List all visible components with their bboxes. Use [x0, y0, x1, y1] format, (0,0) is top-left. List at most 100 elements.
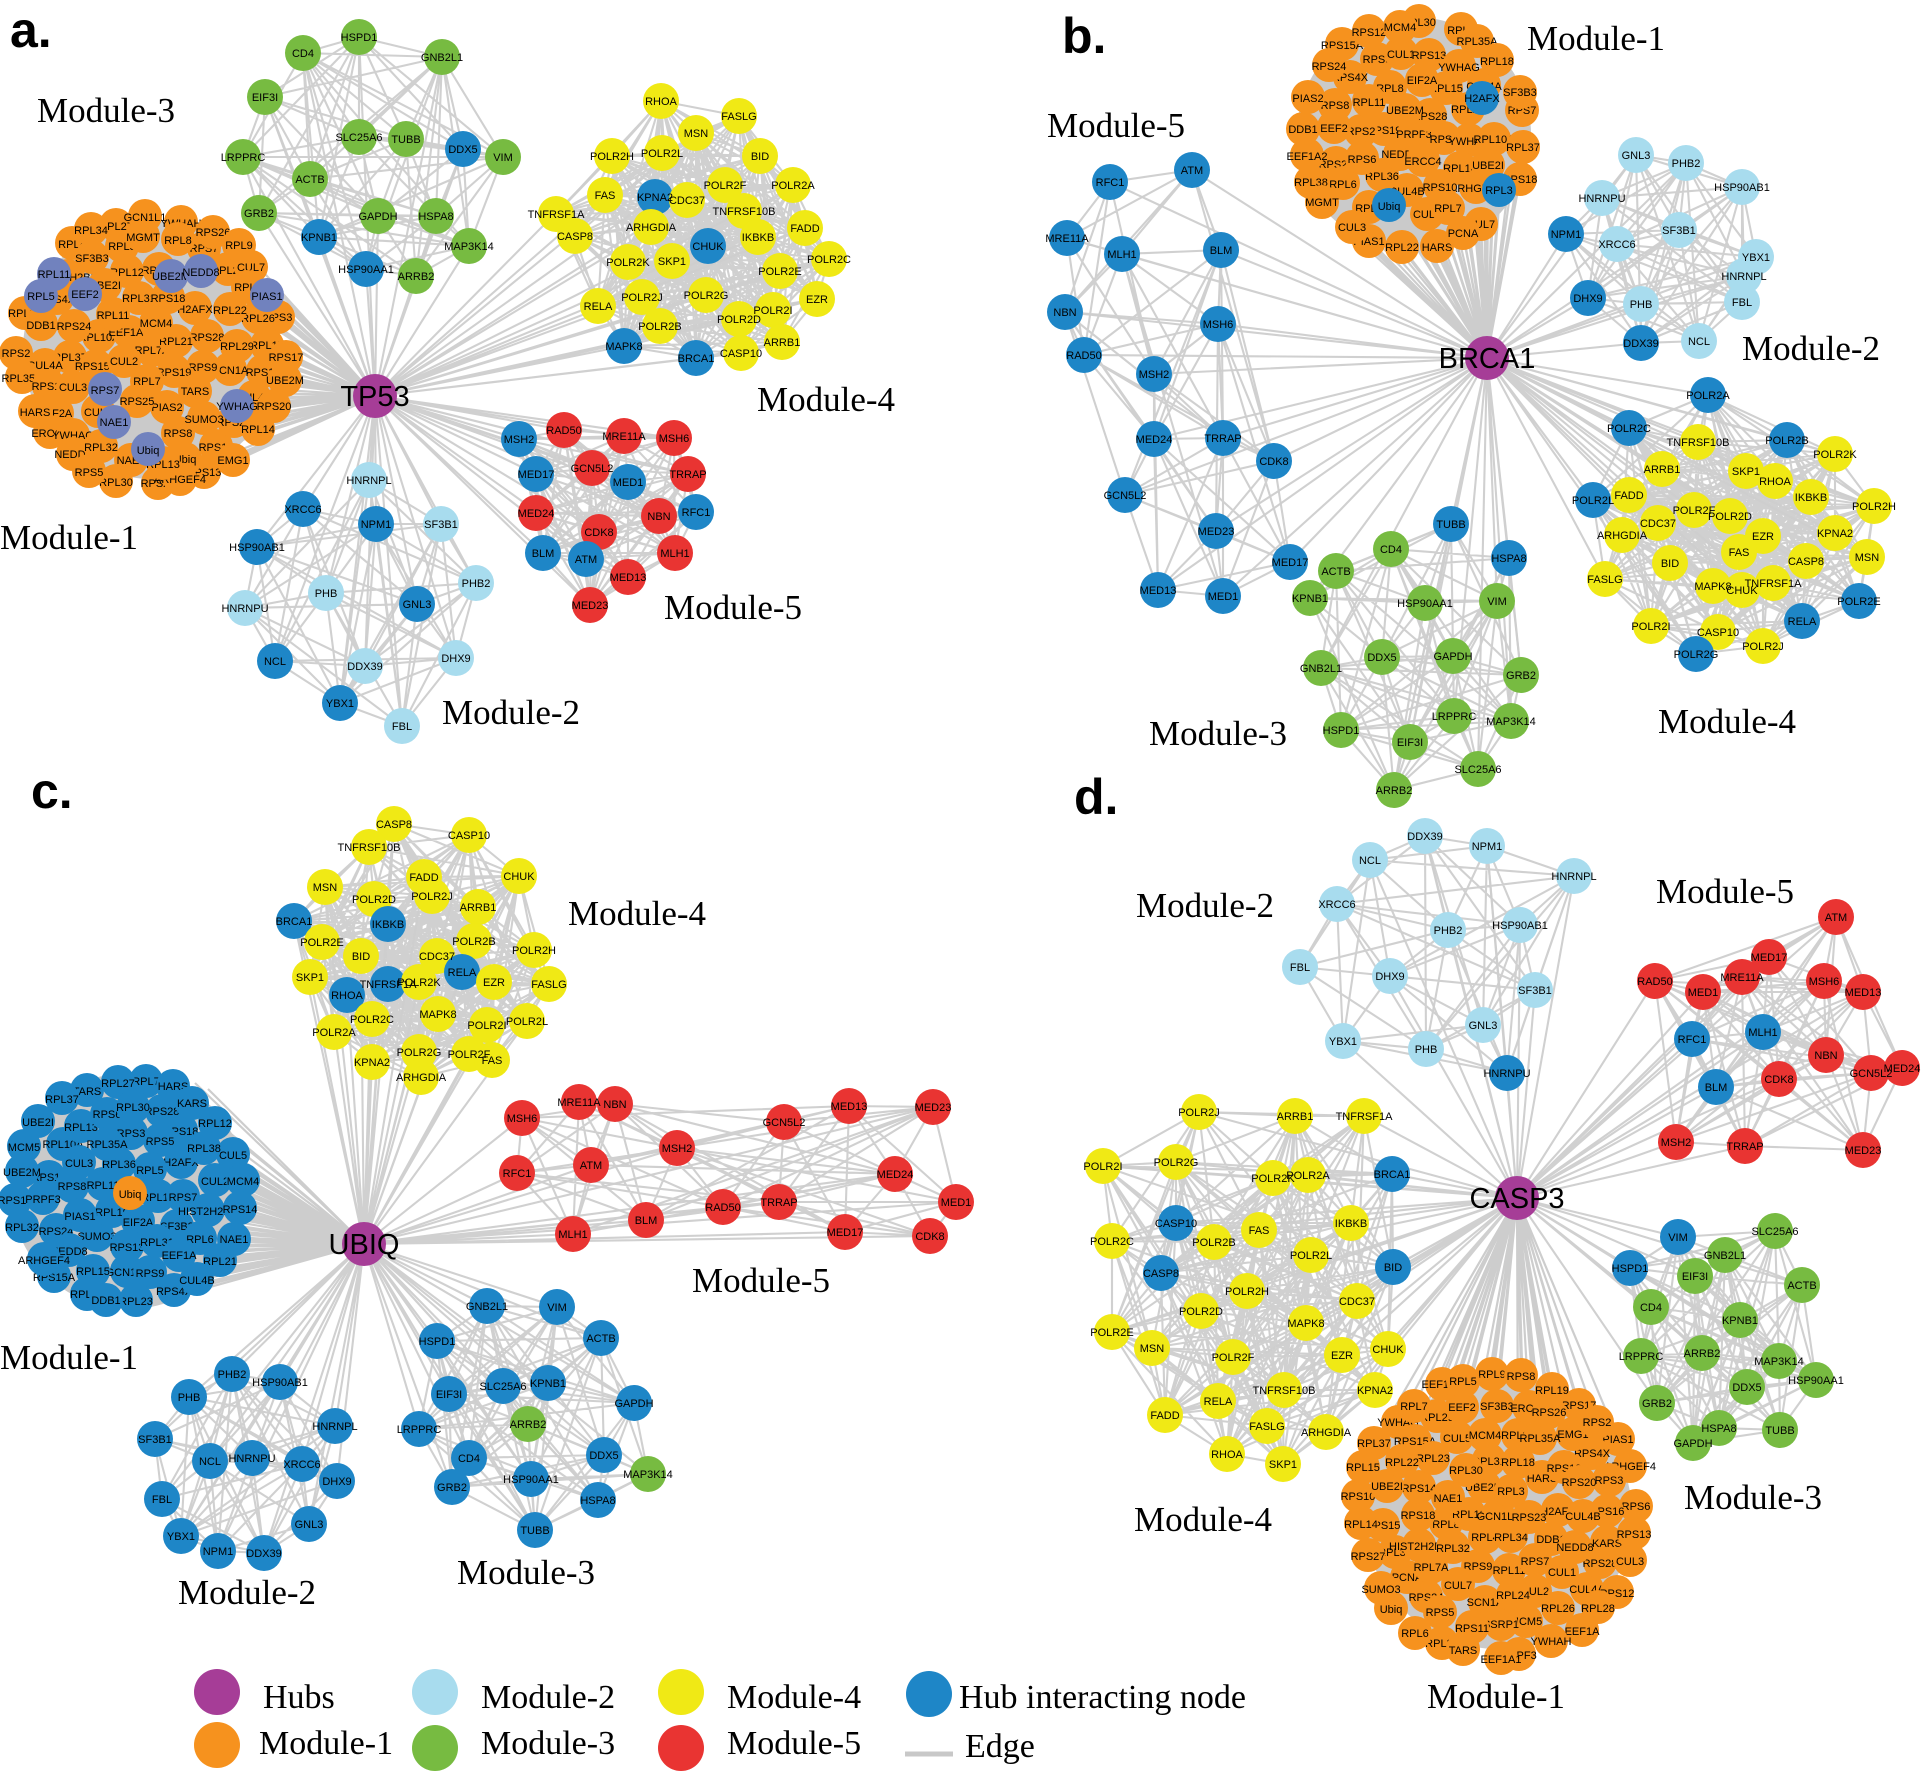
svg-text:GCN5L2: GCN5L2	[1850, 1068, 1893, 1080]
svg-text:RPL35A: RPL35A	[1520, 1433, 1562, 1445]
svg-text:CDC37: CDC37	[669, 195, 705, 207]
svg-text:MGMT: MGMT	[126, 232, 160, 244]
svg-text:HSP90AB1: HSP90AB1	[1492, 920, 1548, 932]
svg-text:LRPPRC: LRPPRC	[1432, 711, 1477, 723]
svg-text:RPS3: RPS3	[1595, 1475, 1624, 1487]
svg-text:HSPD1: HSPD1	[1612, 1263, 1649, 1275]
svg-text:PRPF3: PRPF3	[25, 1194, 60, 1206]
svg-text:BID: BID	[751, 151, 769, 163]
svg-text:Module-3: Module-3	[457, 1553, 595, 1592]
svg-text:RPS24: RPS24	[57, 321, 92, 333]
svg-text:TRRAP: TRRAP	[669, 469, 706, 481]
svg-text:MED13: MED13	[1140, 585, 1177, 597]
svg-text:DDX39: DDX39	[1407, 831, 1442, 843]
svg-text:RPS19: RPS19	[0, 1195, 32, 1207]
svg-text:TNFRSF1A: TNFRSF1A	[360, 979, 418, 991]
svg-text:POLR2C: POLR2C	[807, 254, 851, 266]
svg-text:UBE2M: UBE2M	[1386, 105, 1424, 117]
svg-text:ARRB2: ARRB2	[510, 1419, 547, 1431]
svg-text:RPL10A: RPL10A	[1474, 134, 1516, 146]
svg-text:HNRNPU: HNRNPU	[1578, 193, 1625, 205]
svg-text:RPS8: RPS8	[164, 428, 193, 440]
svg-text:DDX5: DDX5	[1367, 652, 1396, 664]
svg-text:HIST2H2BE: HIST2H2BE	[178, 1206, 238, 1218]
svg-text:Module-5: Module-5	[1656, 872, 1794, 911]
svg-text:CDC37: CDC37	[1640, 518, 1676, 530]
svg-text:KPNB1: KPNB1	[1292, 593, 1328, 605]
svg-text:RPS13: RPS13	[110, 1242, 145, 1254]
svg-text:MAPK8: MAPK8	[1694, 581, 1731, 593]
svg-text:GAPDH: GAPDH	[1673, 1438, 1712, 1450]
svg-text:VIM: VIM	[1487, 596, 1507, 608]
svg-text:UBIQ: UBIQ	[329, 1229, 400, 1261]
svg-text:RPL4: RPL4	[1471, 1532, 1499, 1544]
svg-text:PCNA: PCNA	[1392, 1572, 1423, 1584]
svg-text:RPL38: RPL38	[187, 1143, 221, 1155]
svg-text:RPL30: RPL30	[116, 1102, 150, 1114]
svg-text:CDC37: CDC37	[419, 951, 455, 963]
svg-text:FBL: FBL	[152, 1494, 172, 1506]
svg-text:CUL1: CUL1	[1548, 1567, 1576, 1579]
svg-text:DDB1: DDB1	[1536, 1534, 1565, 1546]
svg-text:EEF1A2: EEF1A2	[1287, 151, 1328, 163]
svg-text:RPL3: RPL3	[1497, 1486, 1525, 1498]
svg-text:CASP8: CASP8	[1143, 1268, 1179, 1280]
svg-text:XRCC6: XRCC6	[284, 504, 321, 516]
svg-text:YWHAH: YWHAH	[1531, 1636, 1572, 1648]
svg-text:UBE2M: UBE2M	[152, 271, 190, 283]
svg-text:TARS: TARS	[73, 1086, 102, 1098]
svg-text:GCN5L2: GCN5L2	[571, 463, 614, 475]
svg-text:FAS: FAS	[1729, 547, 1750, 559]
svg-text:RPL32: RPL32	[84, 442, 118, 454]
svg-text:RPL29: RPL29	[220, 341, 254, 353]
svg-text:ACTB: ACTB	[1787, 1280, 1816, 1292]
svg-text:RPS18: RPS18	[151, 293, 186, 305]
svg-text:NPM1: NPM1	[1472, 841, 1503, 853]
svg-text:RHOA: RHOA	[645, 96, 677, 108]
svg-text:GRB2: GRB2	[1506, 670, 1536, 682]
svg-text:RPS19: RPS19	[157, 367, 192, 379]
svg-text:HNRNPL: HNRNPL	[1721, 271, 1766, 283]
svg-text:RPS4X: RPS4X	[1574, 1448, 1611, 1460]
svg-text:FAS: FAS	[482, 1055, 503, 1067]
svg-text:Hubs: Hubs	[263, 1679, 335, 1716]
svg-text:NCL: NCL	[199, 1456, 221, 1468]
svg-text:DHX9: DHX9	[322, 1476, 351, 1488]
svg-text:RPS6: RPS6	[1348, 154, 1377, 166]
svg-text:YBX1: YBX1	[1329, 1036, 1357, 1048]
svg-text:EZR: EZR	[806, 294, 828, 306]
svg-text:RPS20: RPS20	[257, 401, 292, 413]
svg-text:IKBKB: IKBKB	[1335, 1218, 1367, 1230]
svg-text:MED1: MED1	[941, 1197, 972, 1209]
svg-text:POLR2K: POLR2K	[606, 257, 650, 269]
svg-text:POLR2C: POLR2C	[1090, 1236, 1134, 1248]
svg-text:MED23: MED23	[572, 600, 609, 612]
svg-text:MSH6: MSH6	[1203, 319, 1234, 331]
svg-text:UBE2M: UBE2M	[3, 1167, 41, 1179]
svg-text:EZR: EZR	[1752, 531, 1774, 543]
svg-text:POLR2E: POLR2E	[1837, 596, 1880, 608]
svg-text:POLR2H: POLR2H	[512, 945, 556, 957]
svg-text:FASLG: FASLG	[721, 111, 756, 123]
svg-text:NBN: NBN	[603, 1099, 626, 1111]
svg-text:Ubiq: Ubiq	[1378, 201, 1401, 213]
svg-text:POLR2C: POLR2C	[1607, 423, 1651, 435]
svg-text:TRRAP: TRRAP	[1204, 433, 1241, 445]
svg-text:PHB2: PHB2	[1672, 158, 1701, 170]
svg-text:RPL31: RPL31	[122, 293, 156, 305]
svg-text:POLR2C: POLR2C	[350, 1014, 394, 1026]
svg-text:Ubiq: Ubiq	[119, 1189, 142, 1201]
svg-text:Module-1: Module-1	[259, 1725, 393, 1762]
svg-text:RPL26: RPL26	[1541, 1603, 1575, 1615]
svg-text:CUL3: CUL3	[1338, 222, 1366, 234]
svg-text:RPL14: RPL14	[1344, 1519, 1378, 1531]
svg-text:EIF3I: EIF3I	[1682, 1271, 1708, 1283]
svg-text:POLR2J: POLR2J	[1178, 1107, 1220, 1119]
svg-text:RPL37: RPL37	[45, 1094, 79, 1106]
svg-text:SF3B3: SF3B3	[1480, 1401, 1514, 1413]
svg-text:RPS5: RPS5	[146, 1136, 175, 1148]
svg-text:MAPK8: MAPK8	[419, 1009, 456, 1021]
svg-text:GCN5L2: GCN5L2	[1104, 490, 1147, 502]
svg-text:MAPK8: MAPK8	[1287, 1318, 1324, 1330]
svg-text:POLR2A: POLR2A	[1286, 1170, 1330, 1182]
